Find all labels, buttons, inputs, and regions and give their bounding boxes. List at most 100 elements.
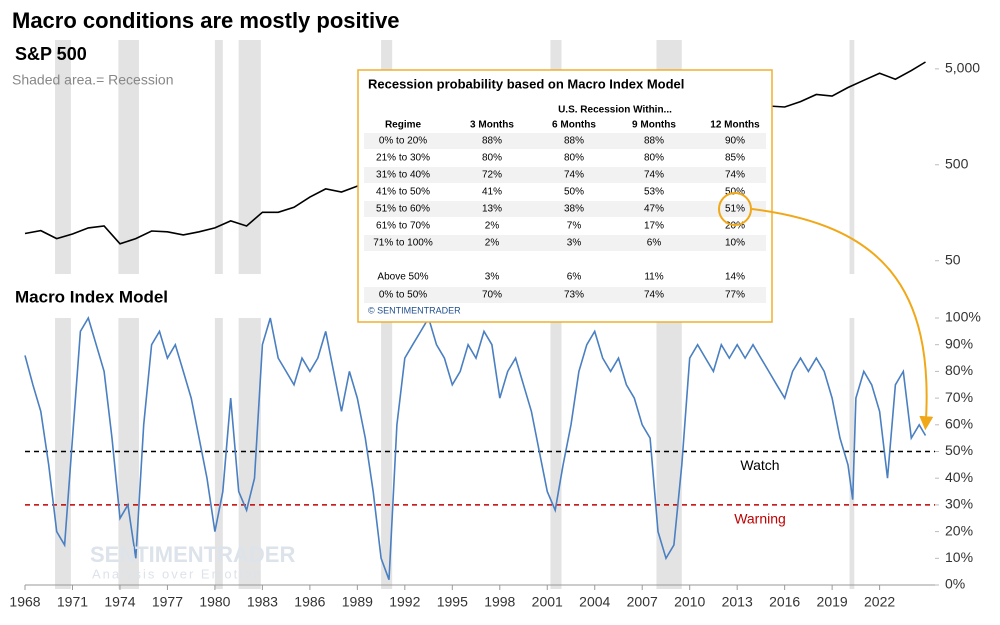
reference-label: Warning [734, 511, 786, 527]
table-cell: 0% to 50% [379, 290, 427, 301]
table-cell: 3% [485, 272, 500, 283]
table-box [357, 69, 773, 323]
table-cell: 74% [725, 170, 745, 181]
recession-band [118, 318, 139, 589]
table-cell: Above 50% [377, 272, 428, 283]
table-cell: 47% [644, 204, 664, 215]
page-title: Macro conditions are mostly positive [12, 8, 400, 33]
column-header: Regime [385, 120, 422, 131]
column-header: 6 Months [552, 120, 596, 131]
recession-band [849, 318, 855, 589]
y-tick-label: 100% [945, 309, 981, 325]
x-tick-label: 2001 [532, 594, 563, 610]
y-tick-label: 50 [945, 251, 961, 267]
y-tick-label: 70% [945, 389, 973, 405]
x-tick-label: 2019 [817, 594, 848, 610]
recession-band [656, 318, 682, 589]
recession-band [238, 40, 261, 274]
inset-table: Recession probability based on Macro Ind… [357, 69, 773, 323]
table-cell: 21% to 30% [376, 153, 430, 164]
x-tick-label: 1989 [342, 594, 373, 610]
table-cell: 73% [564, 290, 584, 301]
table-cell: 77% [725, 290, 745, 301]
reference-label: Watch [740, 457, 779, 473]
data-line [24, 316, 927, 580]
panel-title: S&P 500 [15, 44, 87, 64]
table-cell: 14% [725, 272, 745, 283]
table-cell: 38% [564, 204, 584, 215]
table-cell: 10% [725, 238, 745, 249]
row-band [364, 201, 766, 217]
y-tick-label: 40% [945, 469, 973, 485]
table-cell: 41% [482, 187, 502, 198]
table-cell: 20% [725, 221, 745, 232]
table-cell: 88% [564, 136, 584, 147]
recession-band [550, 318, 562, 589]
table-cell: 31% to 40% [376, 170, 430, 181]
x-tick-label: 1992 [389, 594, 420, 610]
table-cell: 6% [647, 238, 662, 249]
table-cell: 13% [482, 204, 502, 215]
table-cell: 53% [644, 187, 664, 198]
y-tick-label: 5,000 [945, 60, 980, 76]
table-cell: 88% [644, 136, 664, 147]
x-tick-label: 1998 [484, 594, 515, 610]
table-cell: 74% [644, 170, 664, 181]
y-tick-label: 60% [945, 416, 973, 432]
x-tick-label: 2016 [769, 594, 800, 610]
table-cell: 11% [644, 272, 663, 283]
table-cell: 90% [725, 136, 745, 147]
table-footer: © SENTIMENTRADER [368, 305, 461, 315]
table-cell: 85% [725, 153, 745, 164]
x-tick-label: 1980 [199, 594, 230, 610]
x-tick-label: 2007 [627, 594, 658, 610]
x-tick-label: 1974 [104, 594, 135, 610]
table-cell: 0% to 20% [379, 136, 427, 147]
x-tick-label: 1995 [437, 594, 468, 610]
row-band [364, 287, 766, 303]
table-cell: 71% to 100% [373, 238, 433, 249]
y-tick-label: 30% [945, 496, 973, 512]
recession-band [849, 40, 855, 274]
column-header: 9 Months [632, 120, 676, 131]
x-tick-label: 1986 [294, 594, 325, 610]
column-header: 12 Months [710, 120, 760, 131]
row-band [364, 133, 766, 149]
recession-band [238, 318, 261, 589]
table-cell: 88% [482, 136, 502, 147]
recession-band [55, 40, 71, 274]
table-cell: 3% [567, 238, 582, 249]
x-tick-label: 2022 [864, 594, 895, 610]
table-cell: 7% [567, 221, 582, 232]
y-tick-label: 50% [945, 442, 973, 458]
watermark: SENTIMENTRADER [90, 542, 295, 567]
x-tick-label: 1971 [57, 594, 88, 610]
y-tick-label: 80% [945, 362, 973, 378]
y-tick-label: 0% [945, 576, 965, 592]
row-band [364, 167, 766, 183]
recession-band [381, 318, 393, 589]
recession-band [55, 318, 71, 589]
table-cell: 51% to 60% [376, 204, 430, 215]
table-title: Recession probability based on Macro Ind… [368, 76, 684, 91]
table-cell: 80% [564, 153, 584, 164]
table-cell: 41% to 50% [376, 187, 430, 198]
recession-band [214, 40, 223, 274]
panel-subtitle: Shaded area.= Recession [12, 72, 174, 88]
table-cell: 50% [564, 187, 584, 198]
row-band [364, 235, 766, 251]
table-group-header: U.S. Recession Within... [558, 105, 672, 116]
table-cell: 80% [482, 153, 502, 164]
table-cell: 74% [644, 290, 664, 301]
x-tick-label: 1977 [152, 594, 183, 610]
y-tick-label: 90% [945, 335, 973, 351]
y-tick-label: 500 [945, 155, 969, 171]
y-tick-label: 10% [945, 549, 973, 565]
recession-band [214, 318, 223, 589]
table-cell: 51% [725, 204, 745, 215]
table-cell: 2% [485, 238, 500, 249]
table-cell: 61% to 70% [376, 221, 430, 232]
annotation-arrow [751, 208, 934, 431]
column-header: 3 Months [470, 120, 514, 131]
